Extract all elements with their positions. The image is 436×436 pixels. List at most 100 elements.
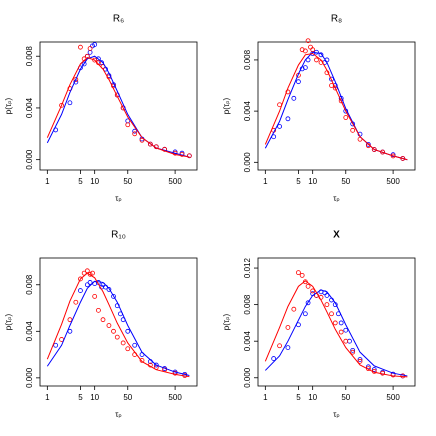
data-point <box>100 317 106 323</box>
data-point <box>350 127 356 133</box>
data-point <box>302 311 308 317</box>
data-point <box>96 307 101 313</box>
data-point <box>67 100 73 106</box>
y-tick-label: 0.008 <box>243 49 252 70</box>
x-tick-label: 50 <box>341 393 350 402</box>
y-axis-label: p(τₚ) <box>4 97 13 114</box>
data-point <box>153 362 159 368</box>
data-point <box>305 283 311 289</box>
data-point <box>125 122 131 128</box>
data-point <box>314 57 319 63</box>
data-point <box>291 95 297 101</box>
y-tick-label: 0.008 <box>25 274 34 295</box>
x-tick-label: 50 <box>123 393 132 402</box>
x-tick-label: 1 <box>263 393 268 402</box>
fit-line <box>46 56 190 158</box>
x-tick-label: 1 <box>45 393 50 402</box>
plot-frame <box>257 41 416 171</box>
x-tick-label: 50 <box>341 177 350 186</box>
panel: Xτₚ p(τₚ) 1 5 10 50 500 0.000 0.004 0.008 0.012 <box>222 230 416 419</box>
plot-frame <box>39 257 198 387</box>
y-tick-label: 0.012 <box>243 258 252 279</box>
data-point <box>277 124 282 129</box>
data-point <box>87 46 93 51</box>
data-point <box>172 150 178 156</box>
x-tick-label: 1 <box>45 177 50 186</box>
y-tick-label: 0.000 <box>25 149 34 170</box>
data-point <box>59 102 64 108</box>
data-point <box>114 334 120 340</box>
data-point <box>78 276 83 282</box>
x-tick-label: 10 <box>90 393 99 402</box>
y-axis-label: p(τₚ) <box>4 313 13 330</box>
fit-line <box>264 52 408 161</box>
x-tick-label: 5 <box>296 393 301 402</box>
y-tick-label: 0.000 <box>25 367 34 388</box>
data-point <box>324 293 330 298</box>
y-tick-label: 0.008 <box>243 294 252 315</box>
data-point <box>84 268 90 274</box>
data-point <box>350 349 356 355</box>
y-tick-label: 0.004 <box>243 331 252 352</box>
x-tick-label: 5 <box>296 177 301 186</box>
data-point <box>271 356 277 361</box>
data-point <box>350 347 356 353</box>
x-axis-label: τₚ <box>333 410 340 419</box>
data-point <box>73 299 79 305</box>
data-point <box>343 327 349 333</box>
data-point <box>343 115 349 120</box>
data-point <box>78 288 83 293</box>
y-axis-label: p(τₚ) <box>222 313 231 330</box>
data-point <box>310 288 316 294</box>
x-tick-label: 1 <box>263 177 268 186</box>
x-tick-label: 5 <box>78 393 83 402</box>
panel-title: R₈ <box>331 14 342 25</box>
data-point <box>139 357 145 363</box>
data-point <box>285 89 291 95</box>
fit-line <box>46 55 190 158</box>
data-point <box>81 61 87 67</box>
data-point <box>277 343 282 349</box>
panel-title: R₁₀ <box>111 230 126 241</box>
data-point <box>132 128 138 134</box>
x-tick-label: 10 <box>90 177 99 186</box>
x-tick-label: 500 <box>386 177 400 186</box>
data-point <box>92 42 98 47</box>
panel-title: R₆ <box>113 14 124 25</box>
x-axis-label: τₚ <box>115 410 122 419</box>
data-point <box>147 141 153 147</box>
data-point <box>90 270 95 276</box>
x-tick-label: 500 <box>386 393 400 402</box>
data-point <box>111 294 116 299</box>
data-point <box>318 52 324 58</box>
data-point <box>299 272 305 278</box>
data-point <box>92 294 98 299</box>
data-point <box>371 367 377 372</box>
data-point <box>343 338 349 344</box>
data-point <box>305 300 311 306</box>
data-point <box>106 287 112 292</box>
y-tick-label: 0.004 <box>243 101 252 122</box>
data-point <box>308 44 313 50</box>
data-point <box>285 325 291 330</box>
data-point <box>87 49 93 55</box>
data-point <box>84 53 90 59</box>
data-point <box>125 346 131 352</box>
data-point <box>324 302 330 308</box>
fit-line <box>46 280 190 377</box>
data-point <box>120 340 126 346</box>
panel: R₆ τₚ p(τₚ) 1 5 10 50 500 0.000 0.004 0.008 <box>4 14 198 203</box>
plot-frame <box>39 41 198 171</box>
data-point <box>67 317 73 323</box>
data-point <box>132 342 138 348</box>
data-point <box>53 342 59 348</box>
data-point <box>329 83 334 88</box>
data-point <box>302 65 308 70</box>
x-axis-label: τₚ <box>115 194 122 203</box>
x-axis-label: τₚ <box>333 194 340 203</box>
data-point <box>310 47 316 53</box>
fit-line <box>264 280 408 378</box>
data-point <box>285 116 291 122</box>
data-point <box>296 270 301 276</box>
